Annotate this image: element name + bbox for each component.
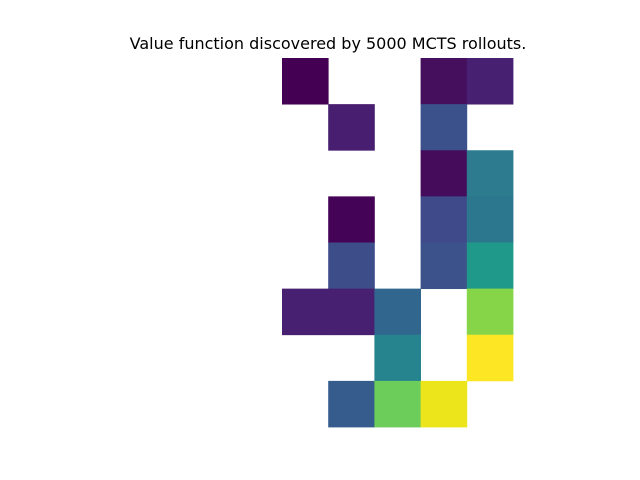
chart-title: Value function discovered by 5000 MCTS r… — [130, 34, 527, 53]
heatmap-cell-r5-c2 — [374, 288, 421, 336]
heatmap-cell-r7-c3 — [420, 380, 468, 428]
heatmap-cell-r3-c4 — [466, 196, 514, 243]
heatmap-cell-r4-c4 — [466, 242, 514, 290]
heatmap-cell-r4-c3 — [420, 242, 468, 290]
heatmap-cell-r0-c4 — [466, 58, 514, 105]
heatmap-cell-r0-c0 — [282, 58, 329, 105]
heatmap-cell-r2-c3 — [420, 150, 468, 197]
heatmap-cell-r7-c2 — [374, 380, 421, 428]
heatmap-cell-r7-c1 — [328, 380, 375, 428]
heatmap-cell-r5-c4 — [466, 288, 514, 336]
heatmap-cell-r0-c3 — [420, 58, 468, 105]
heatmap-cell-r3-c1 — [328, 196, 375, 243]
heatmap-cell-r2-c4 — [466, 150, 514, 197]
heatmap-cell-r6-c4 — [466, 334, 514, 382]
heatmap-cell-r1-c1 — [328, 104, 375, 151]
heatmap-cell-r4-c1 — [328, 242, 375, 290]
heatmap-cell-r5-c0 — [282, 288, 329, 336]
heatmap-cell-r3-c3 — [420, 196, 468, 243]
heatmap-cell-r5-c1 — [328, 288, 375, 336]
heatmap-cells — [282, 58, 514, 428]
heatmap-cell-r1-c3 — [420, 104, 468, 151]
heatmap-cell-r6-c2 — [374, 334, 421, 382]
